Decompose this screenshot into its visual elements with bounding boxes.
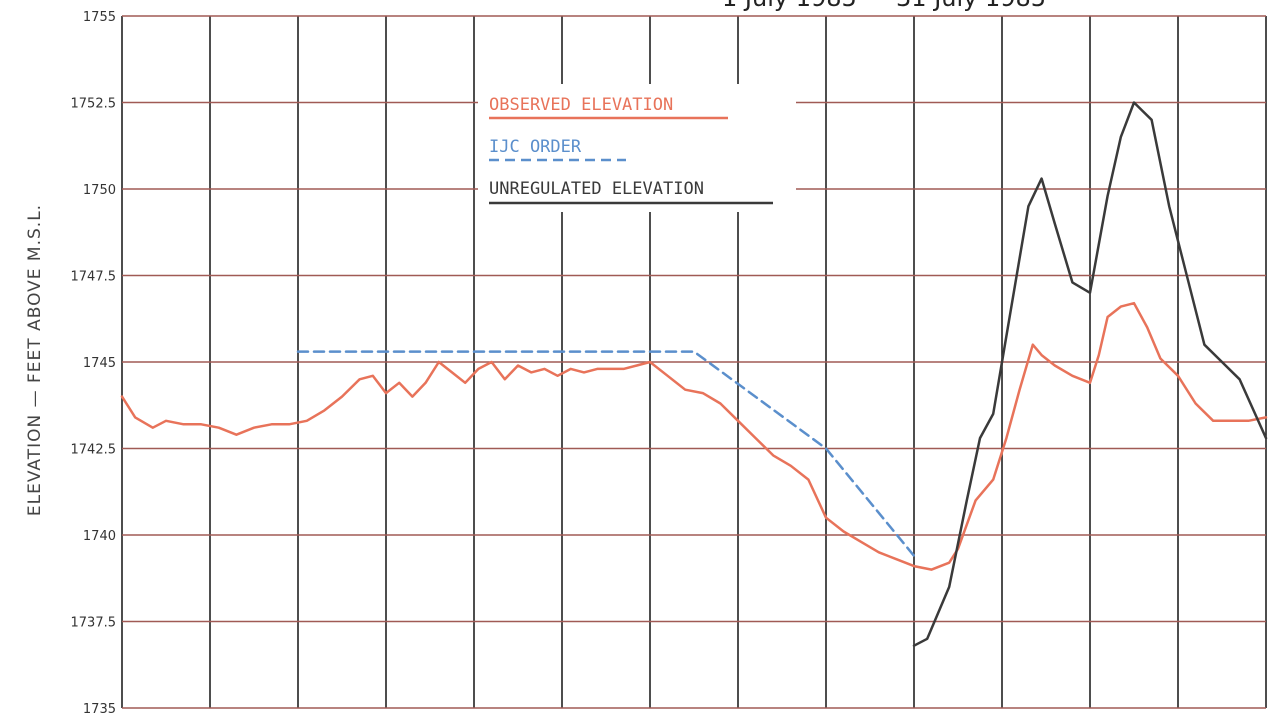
y-axis-label: ELEVATION — FEET ABOVE M.S.L. [25,204,45,516]
y-tick-label: 1755 [83,10,116,25]
legend: OBSERVED ELEVATION IJC ORDER UNREGULATED… [478,84,796,212]
series-lines [120,101,1268,647]
y-tick-label: 1745 [83,356,116,371]
y-tick-label: 1742.5 [71,443,117,458]
y-tick-label: 1752.5 [71,97,117,112]
date-range-header: 1 July 1985 — 31 July 1985 [722,0,1046,12]
series-line-unregulated [912,101,1268,647]
y-axis-ticks: 1735 1737.5 1740 1742.5 1745 1747.5 1750 1752.5… [71,10,117,717]
legend-background [478,84,796,212]
series-line-ijc [296,350,916,558]
y-tick-label: 1735 [83,702,116,717]
y-tick-label: 1737.5 [71,616,117,631]
legend-label-ijc: IJC ORDER [489,137,582,157]
legend-label-observed: OBSERVED ELEVATION [489,95,673,115]
series-line-observed [120,301,1268,571]
y-tick-label: 1740 [83,529,116,544]
y-tick-label: 1750 [83,183,116,198]
y-tick-label: 1747.5 [71,270,117,285]
legend-label-unregulated: UNREGULATED ELEVATION [489,179,704,199]
